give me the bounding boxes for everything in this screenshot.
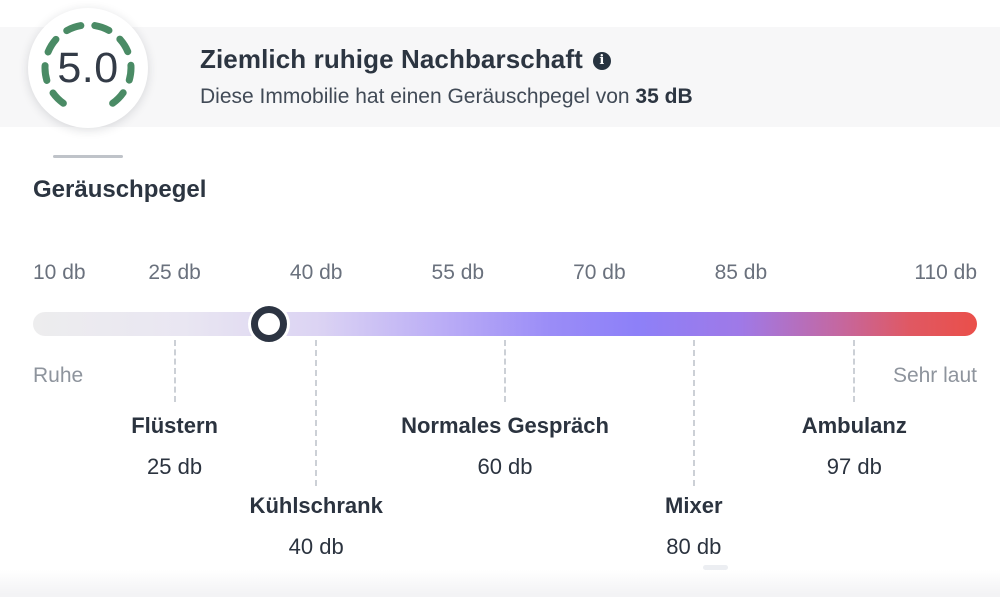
score-badge: 5.0	[28, 8, 148, 128]
info-icon[interactable]: i	[592, 51, 611, 70]
subtitle: Diese Immobilie hat einen Geräuschpegel …	[200, 85, 693, 109]
marker-dash-fluestern	[173, 340, 176, 402]
header-text: Ziemlich ruhige Nachbarschaft i Diese Im…	[200, 44, 693, 109]
marker-name: Kühlschrank	[249, 493, 383, 518]
marker-kuehlschrank: Kühlschrank 40 db	[250, 493, 383, 560]
noise-scale: 10 db 25 db 40 db 55 db 70 db 85 db 110 …	[33, 0, 977, 597]
score-ring-icon	[41, 21, 135, 107]
scale-label-quiet: Ruhe	[33, 364, 84, 387]
marker-value: 80 db	[666, 534, 722, 559]
marker-name: Flüstern	[131, 413, 218, 438]
marker-value: 40 db	[288, 534, 344, 559]
section-title: Geräuschpegel	[33, 176, 207, 203]
noise-gradient-track	[33, 312, 977, 336]
score-value: 5.0	[57, 43, 119, 92]
marker-normales-gespraech: Normales Gespräch 60 db	[401, 413, 609, 480]
marker-value: 60 db	[477, 454, 533, 479]
tick-label-10db: 10 db	[33, 261, 86, 284]
scale-label-loud: Sehr laut	[892, 364, 977, 387]
marker-value: 97 db	[826, 454, 882, 479]
marker-fluestern: Flüstern 25 db	[131, 413, 218, 480]
header-band	[0, 27, 1000, 127]
tick-label-110db: 110 db	[914, 261, 977, 284]
tick-label-55db: 55 db	[431, 261, 485, 284]
marker-mixer: Mixer 80 db	[665, 493, 722, 560]
noise-level-handle[interactable]	[251, 306, 287, 342]
marker-dash-ambulanz	[853, 340, 856, 402]
marker-dash-mixer	[692, 340, 695, 486]
cropped-text-artifact	[53, 155, 123, 158]
tick-label-70db: 70 db	[573, 261, 626, 284]
bottom-section-fade	[0, 570, 1000, 597]
tick-label-40db: 40 db	[289, 261, 343, 284]
marker-dash-kuehlschrank	[315, 340, 318, 486]
info-glyph: i	[599, 53, 605, 68]
tick-label-85db: 85 db	[714, 261, 768, 284]
marker-name: Ambulanz	[801, 413, 907, 438]
db-value: 35 dB	[635, 85, 693, 108]
marker-dash-gespraech	[504, 340, 506, 402]
headline: Ziemlich ruhige Nachbarschaft	[200, 44, 583, 74]
cropped-element-artifact	[703, 565, 728, 570]
marker-name: Mixer	[665, 493, 723, 518]
marker-ambulanz: Ambulanz 97 db	[802, 413, 907, 480]
marker-name: Normales Gespräch	[401, 413, 609, 438]
subtitle-text: Diese Immobilie hat einen Geräuschpegel …	[200, 85, 636, 108]
marker-value: 25 db	[147, 454, 203, 479]
tick-label-25db: 25 db	[148, 261, 201, 284]
